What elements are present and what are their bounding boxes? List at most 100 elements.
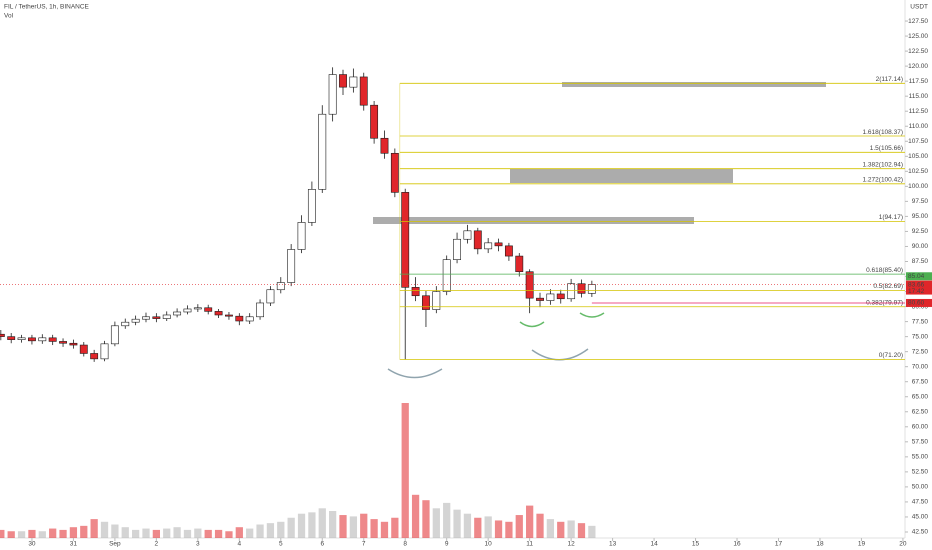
candle-body <box>214 311 223 316</box>
candle-body <box>69 342 78 346</box>
volume-bar <box>422 500 430 538</box>
x-tick-label: Sep <box>109 541 121 548</box>
x-tick-label: 5 <box>279 541 283 548</box>
candle-body <box>577 283 586 294</box>
candle-body <box>28 337 36 342</box>
candle-body <box>339 74 347 88</box>
volume-bar <box>277 521 285 538</box>
candle-body <box>100 343 109 360</box>
y-tick-label: 120.00 <box>908 63 928 70</box>
volume-bar <box>360 513 368 538</box>
volume-bar <box>515 515 523 538</box>
volume-bar <box>463 513 472 538</box>
volume-bar <box>121 527 129 538</box>
volume-bar <box>411 494 420 538</box>
y-tick-label: 75.00 <box>912 333 929 340</box>
fib-label: 0.5(82.69) <box>873 283 903 290</box>
volume-bar <box>287 517 295 538</box>
candle-body <box>256 302 264 318</box>
x-tick-label: 11 <box>526 541 533 548</box>
candle-body <box>515 255 524 273</box>
candle-body <box>484 242 493 250</box>
y-tick-label: 60.00 <box>912 424 929 431</box>
y-tick-label: 97.50 <box>912 198 929 205</box>
x-tick-label: 4 <box>238 541 242 548</box>
candle-body <box>411 287 420 297</box>
volume-bar <box>152 529 160 538</box>
arc <box>519 321 545 328</box>
volume-bar <box>194 528 202 538</box>
candle-body <box>473 230 482 250</box>
y-tick-label: 72.50 <box>912 348 929 355</box>
y-tick-label: 77.50 <box>912 318 929 325</box>
candle-body <box>328 74 337 115</box>
y-tick-label: 87.50 <box>912 258 929 265</box>
volume-bar <box>0 529 5 538</box>
candle-body <box>536 297 544 301</box>
volume-bar <box>59 529 67 538</box>
arc <box>387 368 443 379</box>
volume-bar <box>266 523 275 538</box>
price-badge <box>906 298 932 307</box>
candle-body <box>17 337 26 340</box>
chart-title: FIL / TetherUS, 1h, BINANCE <box>4 4 90 11</box>
x-tick-label: 8 <box>403 541 407 548</box>
x-tick-label: 13 <box>609 541 617 548</box>
fib-label: 0(71.20) <box>879 352 903 359</box>
volume-bar <box>142 528 150 538</box>
candle-body <box>525 271 534 299</box>
volume-bar <box>432 508 440 538</box>
candle-body <box>7 336 16 340</box>
candle-body <box>131 318 140 323</box>
candle-body <box>287 249 296 283</box>
countdown: 17:42 <box>908 288 925 295</box>
candle-body <box>422 295 430 310</box>
x-tick-label: 18 <box>816 541 824 548</box>
y-tick-label: 52.50 <box>912 469 929 476</box>
candle-body <box>225 314 233 317</box>
candle-body <box>79 344 88 354</box>
y-tick-label: 57.50 <box>912 439 929 446</box>
candle-body <box>276 282 285 291</box>
volume-bar <box>329 511 337 538</box>
x-tick-label: 6 <box>320 541 324 548</box>
x-tick-label: 15 <box>692 541 700 548</box>
volume-bar <box>380 521 389 538</box>
volume-bar <box>318 508 326 538</box>
candle-body <box>567 283 576 300</box>
y-tick-label: 125.00 <box>908 33 928 40</box>
candle-body <box>556 293 565 300</box>
x-tick-label: 12 <box>568 541 576 548</box>
candle-body <box>90 353 99 360</box>
candle-body <box>266 289 275 304</box>
candle-body <box>110 325 119 345</box>
zone <box>373 217 694 224</box>
x-tick-label: 7 <box>362 541 366 548</box>
x-tick-label: 2 <box>155 541 159 548</box>
y-tick-label: 105.00 <box>908 153 928 160</box>
candle-body <box>370 104 379 139</box>
volume-bar <box>49 528 57 538</box>
plot <box>0 67 596 538</box>
volume-bar <box>370 519 378 538</box>
y-tick-label: 102.50 <box>908 168 928 175</box>
volume-bar <box>577 523 586 538</box>
y-tick-label: 50.00 <box>912 484 929 491</box>
volume-bar <box>557 521 565 538</box>
x-tick-label: 14 <box>650 541 658 548</box>
x-tick-label: 31 <box>70 541 78 548</box>
candle-body <box>121 321 130 327</box>
volume-bar <box>38 531 46 538</box>
fib-label: 1.5(105.66) <box>870 145 903 152</box>
fib-label: 1(94.17) <box>879 214 903 221</box>
currency: USDT <box>910 4 928 11</box>
y-tick-label: 45.00 <box>912 514 929 521</box>
y-tick-label: 47.50 <box>912 499 929 506</box>
volume-bar <box>7 531 15 538</box>
x-tick-label: 16 <box>733 541 741 548</box>
y-tick-label: 112.50 <box>909 108 929 115</box>
fib-label: 0.618(85.40) <box>866 267 903 274</box>
arc <box>579 312 605 318</box>
